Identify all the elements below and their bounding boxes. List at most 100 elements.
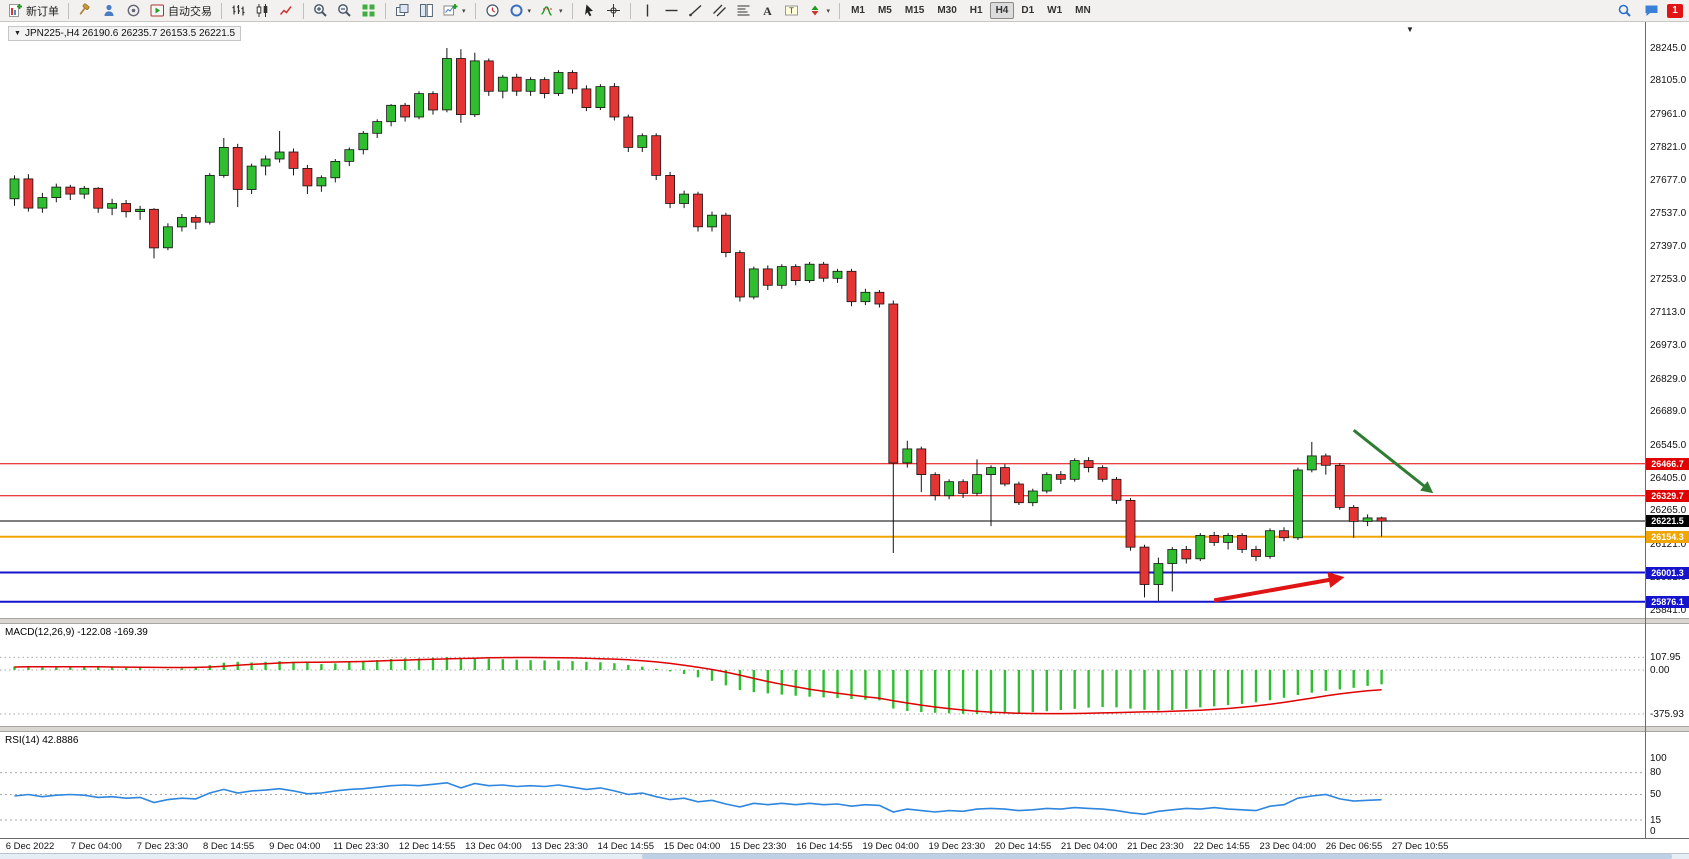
candlestick-chart-button[interactable]	[251, 1, 274, 21]
timeframe-mn-button[interactable]: MN	[1075, 5, 1091, 16]
search-button[interactable]	[1613, 1, 1636, 21]
chevron-down-icon: ▾	[559, 7, 563, 15]
tile-vertical-button[interactable]	[415, 1, 438, 21]
chat-button[interactable]	[1640, 1, 1663, 21]
arrows-button[interactable]: ▾	[804, 1, 835, 21]
chat-icon	[1644, 3, 1659, 18]
time-axis-label: 21 Dec 04:00	[1060, 841, 1118, 852]
line-chart-button[interactable]	[275, 1, 298, 21]
price-line-badge: 25876.1	[1646, 595, 1689, 608]
price-line-badge: 26154.3	[1646, 530, 1689, 543]
text-label-button[interactable]: T	[780, 1, 803, 21]
notification-badge[interactable]: 1	[1667, 3, 1683, 18]
price-line-badge: 26329.7	[1646, 489, 1689, 502]
rsi-panel	[0, 732, 1645, 836]
timeframe-d1-button[interactable]: D1	[1021, 5, 1035, 16]
profile-button[interactable]	[98, 1, 121, 21]
crosshair-button[interactable]	[602, 1, 625, 21]
candle	[790, 266, 801, 282]
channel-button[interactable]	[708, 1, 731, 21]
indicators-button[interactable]: ▾	[536, 1, 567, 21]
price-axis-label: 27961.0	[1650, 108, 1687, 120]
candle	[455, 58, 466, 115]
crosshair-icon	[606, 3, 621, 18]
macd-axis-label: -375.93	[1650, 708, 1684, 720]
quotes-button[interactable]: ▾	[505, 1, 536, 21]
timeframe-h1-button[interactable]: H1	[969, 5, 983, 16]
symbol-ohlc-text: JPN225-,H4 26190.6 26235.7 26153.5 26221…	[24, 28, 236, 39]
price-axis-label: 26121.0	[1650, 539, 1687, 550]
candle	[637, 135, 648, 148]
chart-dropdown-icon[interactable]: ▼	[1406, 25, 1414, 34]
candle	[1251, 549, 1261, 557]
vertical-line-button[interactable]	[636, 1, 659, 21]
cursor-button[interactable]	[578, 1, 601, 21]
cursor-icon	[582, 3, 597, 18]
candle	[1097, 467, 1108, 480]
alert-button[interactable]	[122, 1, 145, 21]
candle	[623, 116, 634, 148]
toolbar-separator	[474, 2, 476, 19]
time-axis-label: 22 Dec 14:55	[1193, 841, 1250, 852]
cascade-icon	[395, 3, 410, 18]
timeframe-m1-button[interactable]: M1	[851, 5, 865, 16]
cascade-windows-button[interactable]	[391, 1, 414, 21]
toolbar-right-group: 1	[1613, 1, 1685, 21]
candle	[1334, 464, 1345, 508]
text-button[interactable]: A	[756, 1, 779, 21]
zoom-in-button[interactable]	[309, 1, 332, 21]
toolbar-separator	[629, 2, 631, 19]
green-down-arrow[interactable]	[1352, 429, 1434, 494]
candle	[107, 203, 117, 209]
candle	[1376, 517, 1387, 522]
timeframe-m30-button[interactable]: M30	[937, 5, 957, 16]
horizontal-line-button[interactable]	[660, 1, 683, 21]
rsi-axis-label: 15	[1650, 814, 1662, 826]
bar-chart-button[interactable]	[227, 1, 250, 21]
trendline-button[interactable]	[684, 1, 707, 21]
scrollbar-thumb[interactable]	[641, 854, 1673, 859]
horizontal-scrollbar[interactable]	[0, 853, 1689, 859]
candle	[693, 193, 703, 228]
candle	[916, 448, 927, 475]
candle	[1265, 530, 1275, 557]
fibonacci-button[interactable]	[732, 1, 755, 21]
timeframe-m15-button[interactable]: M15	[904, 5, 925, 16]
strategy-tester-button[interactable]	[74, 1, 97, 21]
time-axis-label: 16 Dec 14:55	[796, 841, 853, 852]
candle	[497, 76, 508, 92]
candle	[246, 165, 257, 190]
time-axis-label: 15 Dec 23:30	[729, 841, 787, 852]
candle	[1111, 478, 1122, 501]
collapse-triangle-icon[interactable]: ▼	[14, 30, 21, 37]
candle	[888, 303, 899, 464]
price-axis-label: 27253.0	[1650, 274, 1687, 286]
time-axis-label: 21 Dec 23:30	[1127, 841, 1184, 852]
timeframe-w1-button[interactable]: W1	[1047, 5, 1063, 16]
candle	[1027, 490, 1038, 504]
period-clock-button[interactable]	[481, 1, 504, 21]
new-chart-button[interactable]: ▾	[439, 1, 470, 21]
candle	[135, 208, 146, 213]
candle	[149, 208, 159, 249]
new-order-button[interactable]: 新订单	[4, 1, 63, 21]
red-up-arrow[interactable]	[1213, 572, 1345, 603]
zoom-out-button[interactable]	[333, 1, 356, 21]
timeframe-h4-button[interactable]: H4	[989, 2, 1015, 19]
tile-vertical-icon	[419, 3, 434, 18]
panel-separator[interactable]	[0, 726, 1689, 732]
panel-separator[interactable]	[0, 618, 1689, 624]
time-axis-label: 26 Dec 06:55	[1325, 841, 1383, 852]
chart-title-tab[interactable]: ▼ JPN225-,H4 26190.6 26235.7 26153.5 262…	[8, 26, 242, 41]
candle	[176, 217, 187, 228]
auto-trading-button[interactable]: 自动交易	[146, 1, 216, 21]
candle	[483, 60, 494, 92]
chevron-down-icon: ▾	[826, 7, 831, 15]
price-axis-label: 26689.0	[1650, 406, 1687, 418]
tile-windows-button[interactable]	[357, 1, 380, 21]
candle	[721, 214, 731, 253]
candle	[930, 474, 941, 497]
price-axis-label: 26973.0	[1650, 339, 1687, 351]
candle	[23, 178, 34, 209]
timeframe-m5-button[interactable]: M5	[877, 5, 892, 16]
